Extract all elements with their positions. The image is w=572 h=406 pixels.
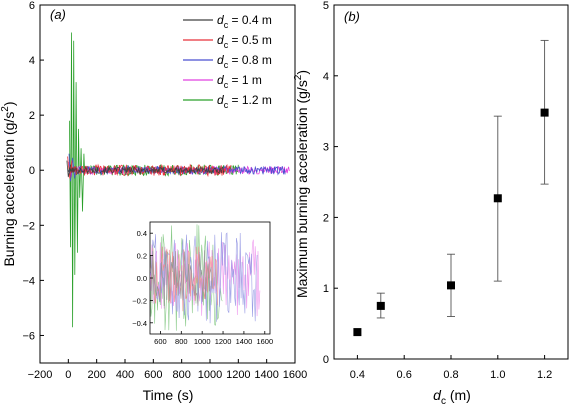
panel-a-legend-label-sub: c <box>224 80 229 90</box>
panel-a-x-tick-label: 1000 <box>198 369 222 381</box>
panel-b-scatter-chart: 0.4 0.6 0.8 1.0 1.2 0 1 2 3 4 5 (b) dc (m) Maximum… <box>293 0 569 406</box>
inset-x-tick-label: 1400 <box>236 337 253 346</box>
panel-a-x-tick-label: 1200 <box>226 369 250 381</box>
panel-b-data-point <box>447 281 455 290</box>
panel-a-legend-label-var: d <box>217 33 224 47</box>
panel-a-y-tick-label: −2 <box>22 220 35 232</box>
panel-b-data-point <box>376 301 385 310</box>
panel-a-legend-label-sub: c <box>224 20 229 30</box>
panel-a-legend-label-value: = 0.8 m <box>228 53 272 67</box>
panel-a-y-tick-label: −6 <box>22 330 35 342</box>
inset-series-group <box>150 224 261 331</box>
panel-a-legend-label-value: = 0.4 m <box>228 13 272 27</box>
inset-series-line-2 <box>150 232 258 324</box>
panel-a-y-axis-title-main: Burning acceleration (g/s <box>1 112 17 267</box>
panel-b-y-tick-label: 4 <box>323 71 329 83</box>
panel-b-label: (b) <box>344 9 360 24</box>
panel-b-axis-ticks: 0.4 0.6 0.8 1.0 1.2 0 1 2 3 4 5 <box>323 0 552 381</box>
inset-y-tick-label: −0.2 <box>132 296 147 305</box>
panel-b-y-axis-title-sup: 2 <box>293 74 304 80</box>
panel-a-series-clip <box>66 32 290 328</box>
panel-a-legend-label: dc = 1 m <box>217 73 262 90</box>
inset-y-tick-label: 0.2 <box>137 252 147 261</box>
inset-x-tick-label: 600 <box>154 337 167 346</box>
panel-a-y-tick-label: 4 <box>29 55 35 67</box>
panel-a-legend-label-value: = 1.2 m <box>228 93 272 107</box>
panel-a-legend-label-sub: c <box>224 60 229 70</box>
inset-x-tick-label: 1000 <box>194 337 211 346</box>
panel-a-legend-label: dc = 0.8 m <box>217 53 272 70</box>
panel-b-data-point <box>540 108 549 117</box>
panel-a-y-tick-label: 2 <box>29 110 35 122</box>
panel-a-x-tick-label: −200 <box>28 369 53 381</box>
panel-a-x-tick-label: 200 <box>87 369 105 381</box>
panel-a-legend-label-sub: c <box>224 100 229 110</box>
panel-a-plot-frame <box>39 4 296 364</box>
panel-b-x-tick-label: 1.0 <box>490 369 505 381</box>
panel-b-data-point <box>353 328 362 337</box>
panel-a-x-tick-label: 1400 <box>254 369 278 381</box>
panel-a-x-tick-label: 600 <box>144 369 162 381</box>
panel-a-y-tick-label: −4 <box>22 275 35 287</box>
panel-a-legend-label: dc = 0.5 m <box>217 33 272 50</box>
inset-x-tick-label: 800 <box>175 337 188 346</box>
panel-a-legend: dc = 0.4 mdc = 0.5 mdc = 0.8 mdc = 1 mdc… <box>183 13 272 110</box>
panel-a-inset: 600 800 1000 1200 1400 1600 −0.4 −0.2 0.0 0.2 0.4 <box>132 221 273 346</box>
inset-y-tick-label: −0.4 <box>132 319 147 328</box>
panel-a-legend-label: dc = 0.4 m <box>217 13 272 30</box>
panel-b-x-tick-label: 0.6 <box>397 369 412 381</box>
panel-b-x-axis-title-sub: c <box>441 396 446 406</box>
panel-a-y-axis-title-sup: 2 <box>0 106 11 112</box>
inset-y-tick-label: 0.4 <box>137 229 147 238</box>
panel-b-x-tick-label: 0.8 <box>443 369 458 381</box>
panel-a-legend-label-sub: c <box>224 40 229 50</box>
panel-a-legend-label-var: d <box>217 13 224 27</box>
panel-a-legend-label: dc = 1.2 m <box>217 93 272 110</box>
panel-b-y-tick-label: 2 <box>323 212 329 224</box>
panel-a-x-tick-label: 800 <box>172 369 190 381</box>
panel-b-y-axis-title-main: Maximum burning acceleration (g/s <box>294 80 310 298</box>
panel-a-legend-label-value: = 1 m <box>228 73 262 87</box>
inset-x-tick-label: 1200 <box>215 337 232 346</box>
panel-a-series-line-0 <box>66 160 225 178</box>
panel-b-y-tick-label: 0 <box>323 354 329 366</box>
panel-b-x-axis-title: dc (m) <box>433 387 471 406</box>
panel-a-y-tick-label: 0 <box>29 165 35 177</box>
panel-a-y-axis-title-tail: ) <box>1 101 17 106</box>
panel-a-line-chart: −200 0 200 400 600 800 1000 1200 1400 1600−6−4−20… <box>0 0 307 403</box>
panel-a-x-axis-title: Time (s) <box>143 387 194 403</box>
panel-b-x-tick-label: 0.4 <box>350 369 365 381</box>
panel-b-y-tick-label: 3 <box>323 142 329 154</box>
inset-series-line-0 <box>150 250 213 307</box>
panel-b-x-tick-label: 1.2 <box>537 369 552 381</box>
panel-a-label: (a) <box>50 7 66 22</box>
panel-a-axis-ticks: −200 0 200 400 600 800 1000 1200 1400 1600−6−4−20… <box>22 0 307 381</box>
panel-b-y-axis-title: Maximum burning acceleration (g/s2) <box>293 70 310 298</box>
panel-a-y-axis-title: Burning acceleration (g/s2) <box>0 101 17 266</box>
panel-a-legend-label-value: = 0.5 m <box>228 33 272 47</box>
panel-a-legend-label-var: d <box>217 93 224 107</box>
panel-b-y-tick-label: 5 <box>323 0 329 12</box>
panel-b-x-axis-title-var: d <box>433 387 442 403</box>
panel-a-y-tick-label: 6 <box>29 0 35 12</box>
inset-x-tick-label: 1600 <box>256 337 273 346</box>
panel-a-legend-label-var: d <box>217 53 224 67</box>
panel-a-x-tick-label: 1600 <box>283 369 307 381</box>
panel-b-y-axis-title-tail: ) <box>294 70 310 75</box>
inset-y-tick-label: 0.0 <box>137 274 147 283</box>
panel-a-legend-label-var: d <box>217 73 224 87</box>
panel-b-data-point <box>493 194 502 203</box>
panel-b-points-group <box>353 39 549 337</box>
panel-a-x-tick-label: 400 <box>116 369 134 381</box>
panel-b-x-axis-title-unit: (m) <box>446 387 471 403</box>
panel-a-series-group <box>66 32 290 328</box>
panel-a-x-tick-label: 0 <box>65 369 71 381</box>
panel-b-y-tick-label: 1 <box>323 283 329 295</box>
